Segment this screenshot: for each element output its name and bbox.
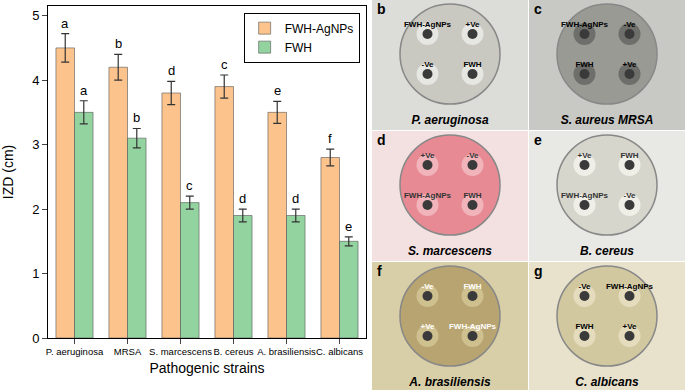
svg-text:FWH: FWH	[285, 41, 312, 55]
svg-text:P. aeruginosa: P. aeruginosa	[411, 113, 488, 127]
svg-text:b: b	[377, 1, 386, 17]
svg-text:4: 4	[32, 73, 39, 88]
svg-text:f: f	[328, 131, 332, 146]
svg-text:d: d	[239, 191, 246, 206]
svg-text:a: a	[80, 83, 88, 98]
svg-text:f: f	[377, 263, 382, 279]
svg-text:b: b	[133, 110, 140, 125]
svg-text:FWH-AgNPs: FWH-AgNPs	[449, 322, 497, 331]
svg-text:0: 0	[32, 331, 39, 346]
svg-text:c: c	[221, 57, 228, 72]
svg-text:c: c	[186, 178, 193, 193]
svg-text:Pathogenic strains: Pathogenic strains	[149, 360, 264, 376]
svg-text:c: c	[534, 1, 542, 17]
svg-text:d: d	[377, 132, 386, 148]
svg-text:C. albicans: C. albicans	[575, 375, 639, 389]
svg-text:+Ve: +Ve	[622, 322, 637, 331]
svg-text:5: 5	[32, 8, 39, 23]
svg-text:e: e	[274, 83, 281, 98]
svg-text:+Ve: +Ve	[420, 322, 435, 331]
svg-text:S. marcescens: S. marcescens	[408, 244, 492, 258]
svg-text:FWH: FWH	[575, 322, 593, 331]
svg-text:S. aureus MRSA: S. aureus MRSA	[561, 113, 654, 127]
svg-text:FWH-AgNPs: FWH-AgNPs	[606, 282, 654, 291]
svg-text:+Ve: +Ve	[465, 20, 480, 29]
svg-text:d: d	[168, 63, 175, 78]
svg-text:IZD (cm): IZD (cm)	[0, 145, 16, 199]
svg-text:a: a	[61, 16, 69, 31]
svg-text:MRSA: MRSA	[114, 346, 142, 357]
svg-text:-Ve: -Ve	[623, 191, 636, 200]
svg-text:P. aeruginosa: P. aeruginosa	[46, 346, 104, 357]
svg-text:+Ve: +Ve	[420, 151, 435, 160]
svg-text:-Ve: -Ve	[421, 60, 434, 69]
svg-text:FWH-AgNPs: FWH-AgNPs	[404, 20, 452, 29]
svg-text:e: e	[345, 219, 352, 234]
svg-text:S. marcescens: S. marcescens	[149, 346, 212, 357]
svg-text:A. brasiliensis: A. brasiliensis	[257, 346, 316, 357]
svg-text:FWH-AgNPs: FWH-AgNPs	[404, 191, 452, 200]
svg-text:2: 2	[32, 202, 39, 217]
svg-text:B. cereus: B. cereus	[580, 244, 634, 258]
svg-text:FWH-AgNPs: FWH-AgNPs	[285, 22, 354, 36]
svg-text:C. albicans: C. albicans	[316, 346, 363, 357]
svg-text:+Ve: +Ve	[577, 151, 592, 160]
svg-text:FWH-AgNPs: FWH-AgNPs	[561, 191, 609, 200]
svg-text:FWH: FWH	[620, 151, 638, 160]
svg-text:+Ve: +Ve	[622, 60, 637, 69]
svg-text:FWH: FWH	[575, 60, 593, 69]
svg-text:d: d	[292, 191, 299, 206]
svg-text:B. cereus: B. cereus	[213, 346, 253, 357]
svg-text:-Ve: -Ve	[466, 151, 479, 160]
svg-text:-Ve: -Ve	[623, 20, 636, 29]
svg-text:3: 3	[32, 137, 39, 152]
svg-text:1: 1	[32, 266, 39, 281]
svg-text:-Ve: -Ve	[421, 282, 434, 291]
svg-text:b: b	[115, 36, 122, 51]
svg-text:FWH: FWH	[463, 191, 481, 200]
svg-text:e: e	[534, 132, 542, 148]
svg-text:FWH-AgNPs: FWH-AgNPs	[561, 20, 609, 29]
svg-text:FWH: FWH	[463, 60, 481, 69]
svg-text:-Ve: -Ve	[578, 282, 591, 291]
svg-text:g: g	[534, 263, 543, 279]
svg-text:A. brasiliensis: A. brasiliensis	[408, 375, 491, 389]
svg-text:FWH: FWH	[463, 282, 481, 291]
